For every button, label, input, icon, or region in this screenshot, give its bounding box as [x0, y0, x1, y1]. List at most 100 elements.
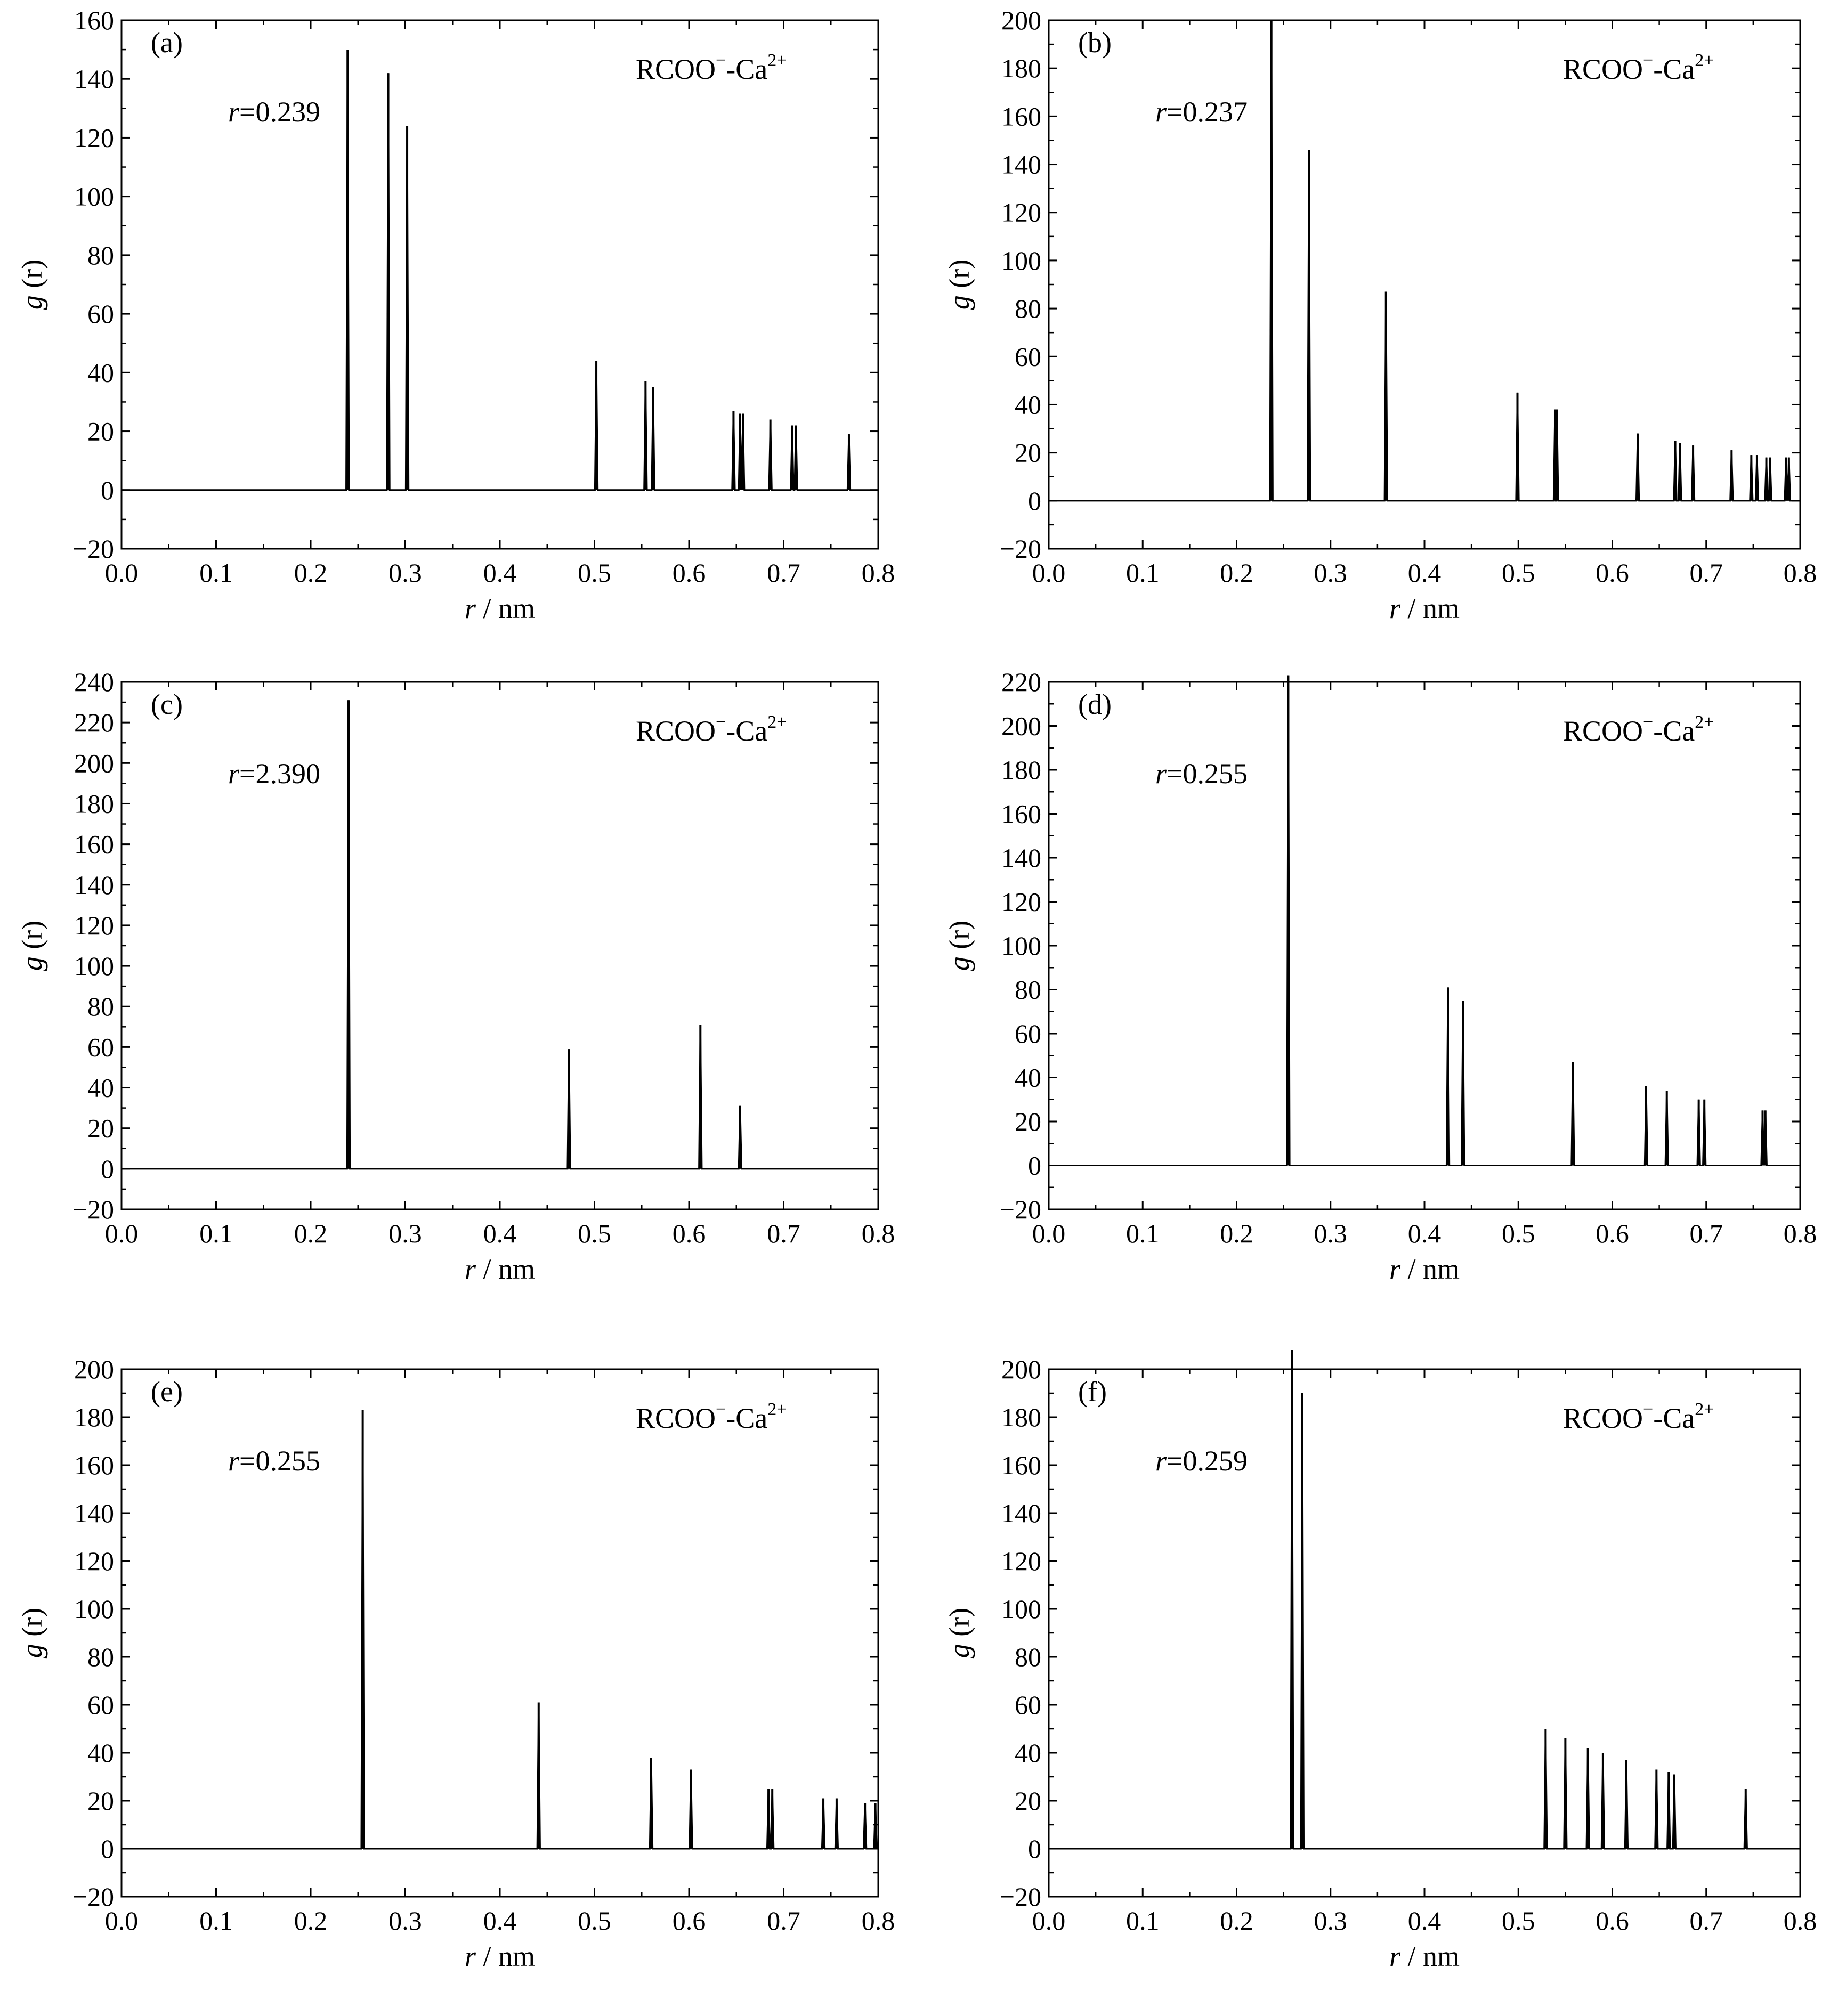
x-tick-label: 0.1 [199, 558, 233, 588]
y-tick-label: 40 [87, 357, 114, 387]
x-axis-title: r / nm [1389, 1940, 1460, 1972]
y-tick-label: 200 [74, 748, 114, 778]
panel-label: (d) [1078, 688, 1112, 720]
y-axis-title: g (r) [943, 1608, 975, 1658]
y-tick-label: −20 [1000, 1882, 1041, 1912]
x-tick-label: 0.2 [294, 1906, 328, 1936]
y-tick-label: 80 [87, 240, 114, 270]
y-tick-label: 160 [1001, 799, 1041, 829]
x-tick-label: 0.2 [1220, 558, 1253, 588]
panel-label: (e) [151, 1376, 183, 1408]
x-tick-label: 0.8 [862, 1906, 895, 1936]
x-tick-label: 0.8 [1784, 558, 1817, 588]
y-axis-title: g (r) [943, 259, 975, 310]
y-tick-label: 0 [101, 475, 114, 505]
x-tick-label: 0.1 [199, 1906, 233, 1936]
y-tick-label: −20 [72, 534, 114, 564]
panel-label: (f) [1078, 1376, 1107, 1408]
x-tick-label: 0.6 [1596, 558, 1629, 588]
y-tick-label: 160 [1001, 1450, 1041, 1480]
x-tick-label: 0.7 [1690, 1906, 1723, 1936]
y-axis-title: g (r) [16, 921, 48, 971]
x-tick-label: 0.7 [1690, 1218, 1723, 1248]
y-tick-label: 60 [1015, 1690, 1041, 1720]
x-tick-label: 0.4 [483, 1906, 517, 1936]
x-tick-label: 0.4 [483, 1218, 517, 1248]
x-tick-label: 0.5 [1502, 558, 1535, 588]
y-tick-label: 40 [1015, 1063, 1041, 1093]
y-tick-label: 180 [1001, 53, 1041, 83]
y-tick-label: 80 [1015, 294, 1041, 323]
y-tick-label: 80 [87, 1642, 114, 1672]
x-tick-label: 0.8 [1784, 1906, 1817, 1936]
x-tick-label: 0.7 [1690, 558, 1723, 588]
x-axis-title: r / nm [465, 1940, 535, 1972]
x-tick-label: 0.0 [1032, 1906, 1066, 1936]
y-tick-label: 40 [87, 1738, 114, 1768]
x-tick-label: 0.0 [1032, 558, 1066, 588]
peak-annotation: r=0.255 [1155, 758, 1248, 790]
y-tick-label: 60 [87, 1690, 114, 1720]
x-axis-title: r / nm [465, 592, 535, 624]
y-tick-label: 180 [74, 788, 114, 818]
y-tick-label: 240 [74, 667, 114, 697]
panel-d: 0.0 0.1 0.2 0.3 0.4 0.5 0.6 0.7 0.8 −20 0 20 40 60 80 1… [943, 667, 1817, 1285]
x-tick-label: 0.6 [673, 558, 706, 588]
y-tick-label: 0 [1028, 1834, 1041, 1864]
y-tick-label: 20 [87, 417, 114, 446]
panel-label: (a) [151, 27, 183, 59]
x-tick-label: 0.2 [1220, 1218, 1253, 1248]
rdf-series-line [1049, 675, 1800, 1166]
peak-annotation: r=0.237 [1155, 96, 1248, 128]
y-tick-label: 0 [101, 1154, 114, 1184]
x-tick-label: 0.6 [673, 1906, 706, 1936]
x-tick-label: 0.4 [1408, 1218, 1442, 1248]
x-tick-label: 0.5 [1502, 1218, 1535, 1248]
x-tick-label: 0.1 [1126, 1218, 1160, 1248]
y-tick-label: 160 [74, 1450, 114, 1480]
y-tick-label: 180 [1001, 755, 1041, 785]
x-tick-label: 0.1 [199, 1218, 233, 1248]
y-tick-label: 20 [1015, 1107, 1041, 1136]
y-tick-label: 160 [1001, 101, 1041, 131]
y-tick-label: 100 [1001, 931, 1041, 961]
y-tick-label: 40 [87, 1073, 114, 1103]
y-tick-label: −20 [72, 1194, 114, 1224]
panel-c: 0.0 0.1 0.2 0.3 0.4 0.5 0.6 0.7 0.8 −20 0 20 40 60 80 1… [16, 667, 895, 1285]
x-axis-title: r / nm [1389, 592, 1460, 624]
x-tick-label: 0.3 [388, 1218, 422, 1248]
y-tick-label: 80 [1015, 1642, 1041, 1672]
legend-label: RCOO−-Ca2+ [636, 1400, 787, 1434]
legend-label: RCOO−-Ca2+ [1563, 1400, 1714, 1434]
y-tick-label: 140 [1001, 150, 1041, 180]
legend-label: RCOO−-Ca2+ [636, 51, 787, 85]
x-tick-label: 0.4 [1408, 558, 1442, 588]
y-tick-label: 160 [74, 5, 114, 35]
y-tick-label: 120 [74, 911, 114, 940]
panel-e: 0.0 0.1 0.2 0.3 0.4 0.5 0.6 0.7 0.8 −20 0 20 40 60 80 1… [16, 1354, 895, 1972]
y-tick-label: 80 [87, 991, 114, 1021]
y-tick-label: 40 [1015, 1738, 1041, 1768]
y-tick-label: 60 [1015, 342, 1041, 371]
y-axis-title: g (r) [16, 259, 48, 310]
y-tick-label: 200 [74, 1354, 114, 1384]
y-tick-label: 100 [1001, 1594, 1041, 1624]
x-tick-label: 0.3 [388, 1906, 422, 1936]
y-tick-label: 120 [1001, 1546, 1041, 1576]
y-tick-label: 120 [74, 123, 114, 152]
y-tick-label: 200 [1001, 711, 1041, 741]
legend-label: RCOO−-Ca2+ [1563, 712, 1714, 747]
y-tick-label: 160 [74, 830, 114, 859]
legend-label: RCOO−-Ca2+ [636, 712, 787, 747]
y-tick-label: 40 [1015, 389, 1041, 419]
x-tick-label: 0.6 [1596, 1218, 1629, 1248]
y-tick-label: 180 [1001, 1402, 1041, 1432]
y-tick-label: 120 [74, 1546, 114, 1576]
y-tick-label: 140 [1001, 843, 1041, 873]
panel-b: 0.0 0.1 0.2 0.3 0.4 0.5 0.6 0.7 0.8 −20 0 20 40 60 80 1… [943, 5, 1817, 624]
y-tick-label: 80 [1015, 975, 1041, 1005]
y-axis-title: g (r) [16, 1608, 48, 1658]
x-axis-title: r / nm [465, 1253, 535, 1285]
x-tick-label: 0.4 [1408, 1906, 1442, 1936]
x-tick-label: 0.6 [673, 1218, 706, 1248]
